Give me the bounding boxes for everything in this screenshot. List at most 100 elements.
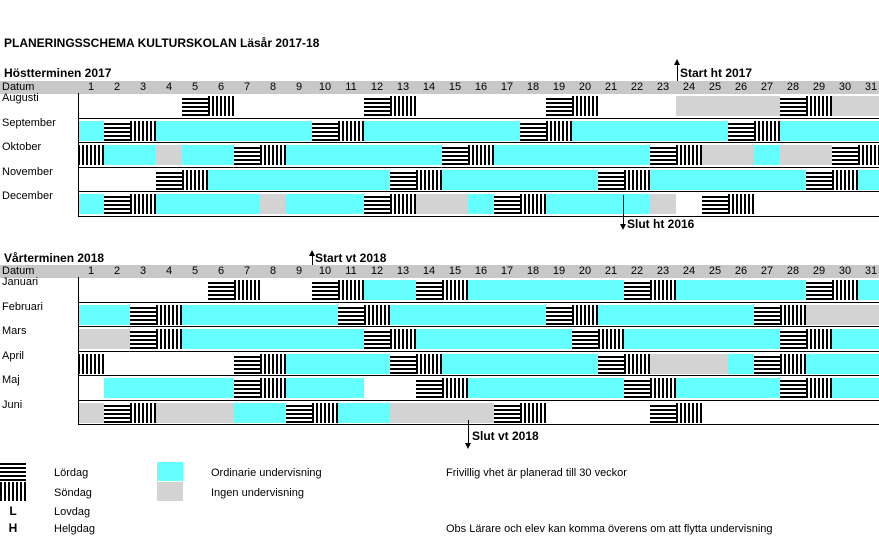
day-cell [572, 194, 598, 214]
day-cell [442, 169, 468, 190]
legend-lordag-swatch [0, 462, 26, 481]
day-cell [728, 169, 754, 190]
day-cell [624, 280, 650, 300]
day-cell [858, 96, 879, 116]
day-cell [806, 169, 832, 190]
day-cell [702, 280, 728, 300]
day-cell [806, 304, 832, 325]
day-cell [858, 194, 879, 214]
day-cell [832, 304, 858, 325]
day-cell [650, 280, 676, 300]
day-cell [728, 329, 754, 349]
row-divider [78, 142, 879, 143]
day-cell [182, 378, 208, 398]
day-cell [338, 194, 364, 214]
day-cell [416, 304, 442, 325]
day-cell [130, 378, 156, 398]
day-number-11: 11 [345, 81, 357, 93]
day-cell [130, 145, 156, 165]
day-cell [312, 378, 338, 398]
day-cell [234, 120, 260, 141]
day-cell [78, 280, 104, 300]
legend-lovdag-label: Lovdag [54, 506, 91, 518]
day-cell [364, 194, 390, 214]
day-number-28: 28 [786, 81, 800, 93]
left-border [78, 277, 79, 424]
day-number-26: 26 [734, 81, 748, 93]
day-cell [260, 145, 286, 165]
day-cell [442, 280, 468, 300]
day-number-16: 16 [474, 81, 488, 93]
day-cell [208, 194, 234, 214]
day-cell [676, 402, 702, 423]
day-cell [312, 402, 338, 423]
day-cell [520, 96, 546, 116]
day-cell [650, 402, 676, 423]
day-cell [754, 329, 780, 349]
day-cell [806, 353, 832, 374]
day-number-16: 16 [474, 265, 488, 277]
day-cell [520, 378, 546, 398]
day-number-13: 13 [396, 265, 410, 277]
day-cell [754, 145, 780, 165]
day-cell [78, 329, 104, 349]
day-cell [806, 96, 832, 116]
day-cell [156, 169, 182, 190]
day-number-20: 20 [578, 265, 592, 277]
day-cell [364, 145, 390, 165]
day-cell [442, 96, 468, 116]
day-number-12: 12 [370, 81, 384, 93]
day-cell [286, 378, 312, 398]
day-cell [702, 329, 728, 349]
day-cell [806, 145, 832, 165]
day-cell [156, 378, 182, 398]
day-number-18: 18 [526, 265, 540, 277]
day-cell [858, 353, 879, 374]
day-cell [338, 169, 364, 190]
row-divider [78, 326, 879, 327]
day-cell [260, 280, 286, 300]
day-cell [286, 194, 312, 214]
day-cell [494, 304, 520, 325]
month-row-januari: Januari [0, 276, 879, 302]
day-cell [572, 120, 598, 141]
spring-heading: Vårterminen 2018 [4, 251, 105, 265]
day-cell [780, 120, 806, 141]
day-number-10: 10 [318, 81, 332, 93]
day-cell [754, 96, 780, 116]
day-cell [442, 329, 468, 349]
spring-end-arrowhead [465, 443, 471, 449]
day-cell [754, 120, 780, 141]
day-cell [650, 329, 676, 349]
day-cell [286, 145, 312, 165]
day-cell [676, 145, 702, 165]
day-number-31: 31 [864, 265, 878, 277]
day-cell [728, 145, 754, 165]
day-cell [780, 353, 806, 374]
day-cell [520, 194, 546, 214]
month-label: Maj [2, 374, 20, 386]
day-cell [312, 194, 338, 214]
day-cell [208, 304, 234, 325]
day-cell [676, 280, 702, 300]
day-cell [442, 304, 468, 325]
day-cell [728, 120, 754, 141]
day-cell [650, 169, 676, 190]
day-cell [338, 96, 364, 116]
day-cell [858, 280, 879, 300]
day-cell [130, 96, 156, 116]
day-cell [104, 280, 130, 300]
day-cell [468, 145, 494, 165]
month-row-juni: Juni [0, 399, 879, 425]
month-row-februari: Februari [0, 301, 879, 327]
day-number-22: 22 [630, 265, 644, 277]
day-cell [598, 304, 624, 325]
day-cell [104, 194, 130, 214]
month-row-augusti: Augusti [0, 92, 879, 118]
day-cell [650, 194, 676, 214]
day-number-20: 20 [578, 81, 592, 93]
legend-lovdag-letter: L [9, 504, 17, 518]
day-cell [182, 194, 208, 214]
spring-end-label: Slut vt 2018 [472, 429, 539, 443]
day-cell [416, 280, 442, 300]
